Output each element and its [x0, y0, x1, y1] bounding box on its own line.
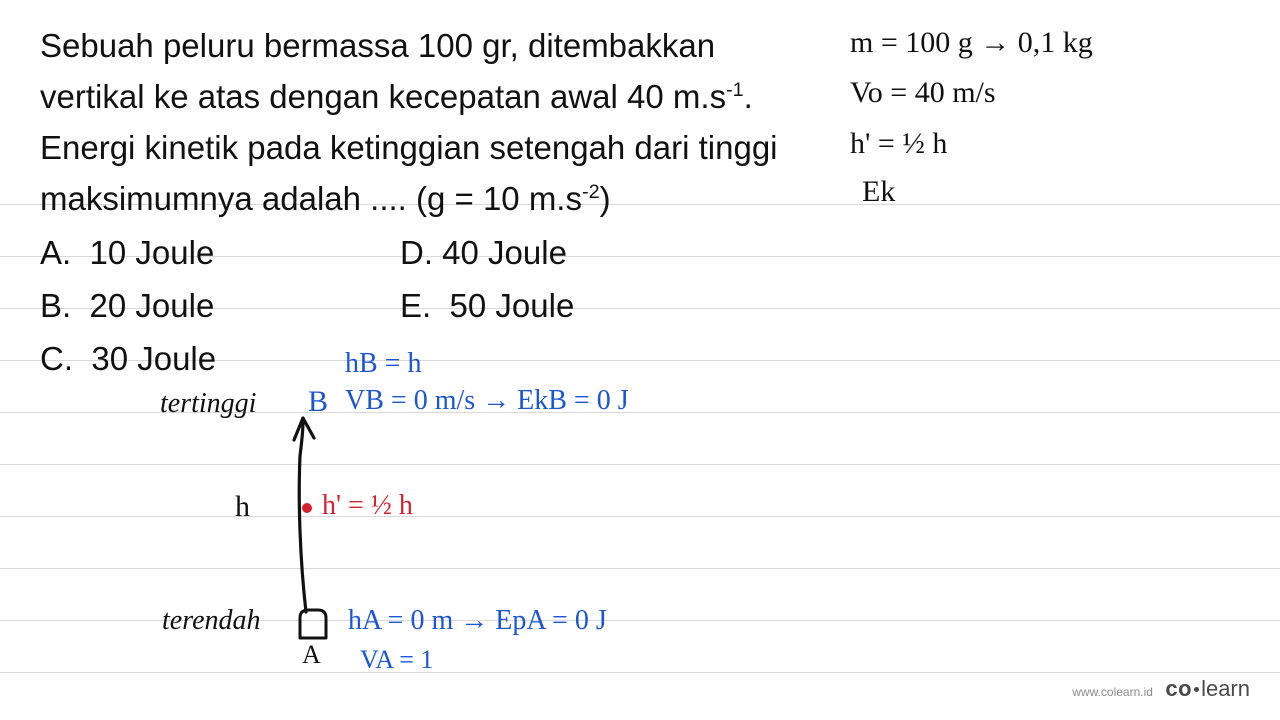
label-hb: hB = h [345, 348, 421, 380]
trajectory-path [299, 422, 306, 612]
footer-url: www.colearn.id [1072, 685, 1153, 699]
label-point-b: B [308, 385, 328, 419]
label-point-a: A [302, 640, 321, 670]
footer-brand: www.colearn.id colearn [1072, 676, 1250, 702]
label-ha: hA = 0 m → EpA = 0 J [348, 605, 607, 637]
footer-co: co [1165, 676, 1192, 701]
label-vb: VB = 0 m/s → EkB = 0 J [345, 385, 629, 417]
footer-dot-icon [1194, 687, 1199, 692]
bullet-icon [300, 610, 326, 638]
label-terendah: terendah [162, 605, 261, 637]
footer-learn: learn [1201, 676, 1250, 701]
label-tertinggi: tertinggi [160, 388, 256, 420]
label-h-half: h' = ½ h [322, 490, 413, 522]
page-root: Sebuah peluru bermassa 100 gr, ditembakk… [0, 0, 1280, 720]
midpoint-dot [302, 503, 312, 513]
label-h: h [235, 490, 250, 524]
label-va: VA = 1 [360, 645, 433, 675]
